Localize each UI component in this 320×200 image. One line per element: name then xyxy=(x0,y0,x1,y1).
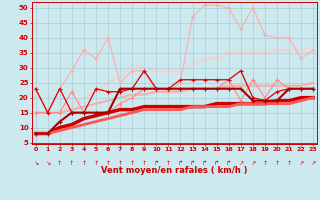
X-axis label: Vent moyen/en rafales ( km/h ): Vent moyen/en rafales ( km/h ) xyxy=(101,166,248,175)
